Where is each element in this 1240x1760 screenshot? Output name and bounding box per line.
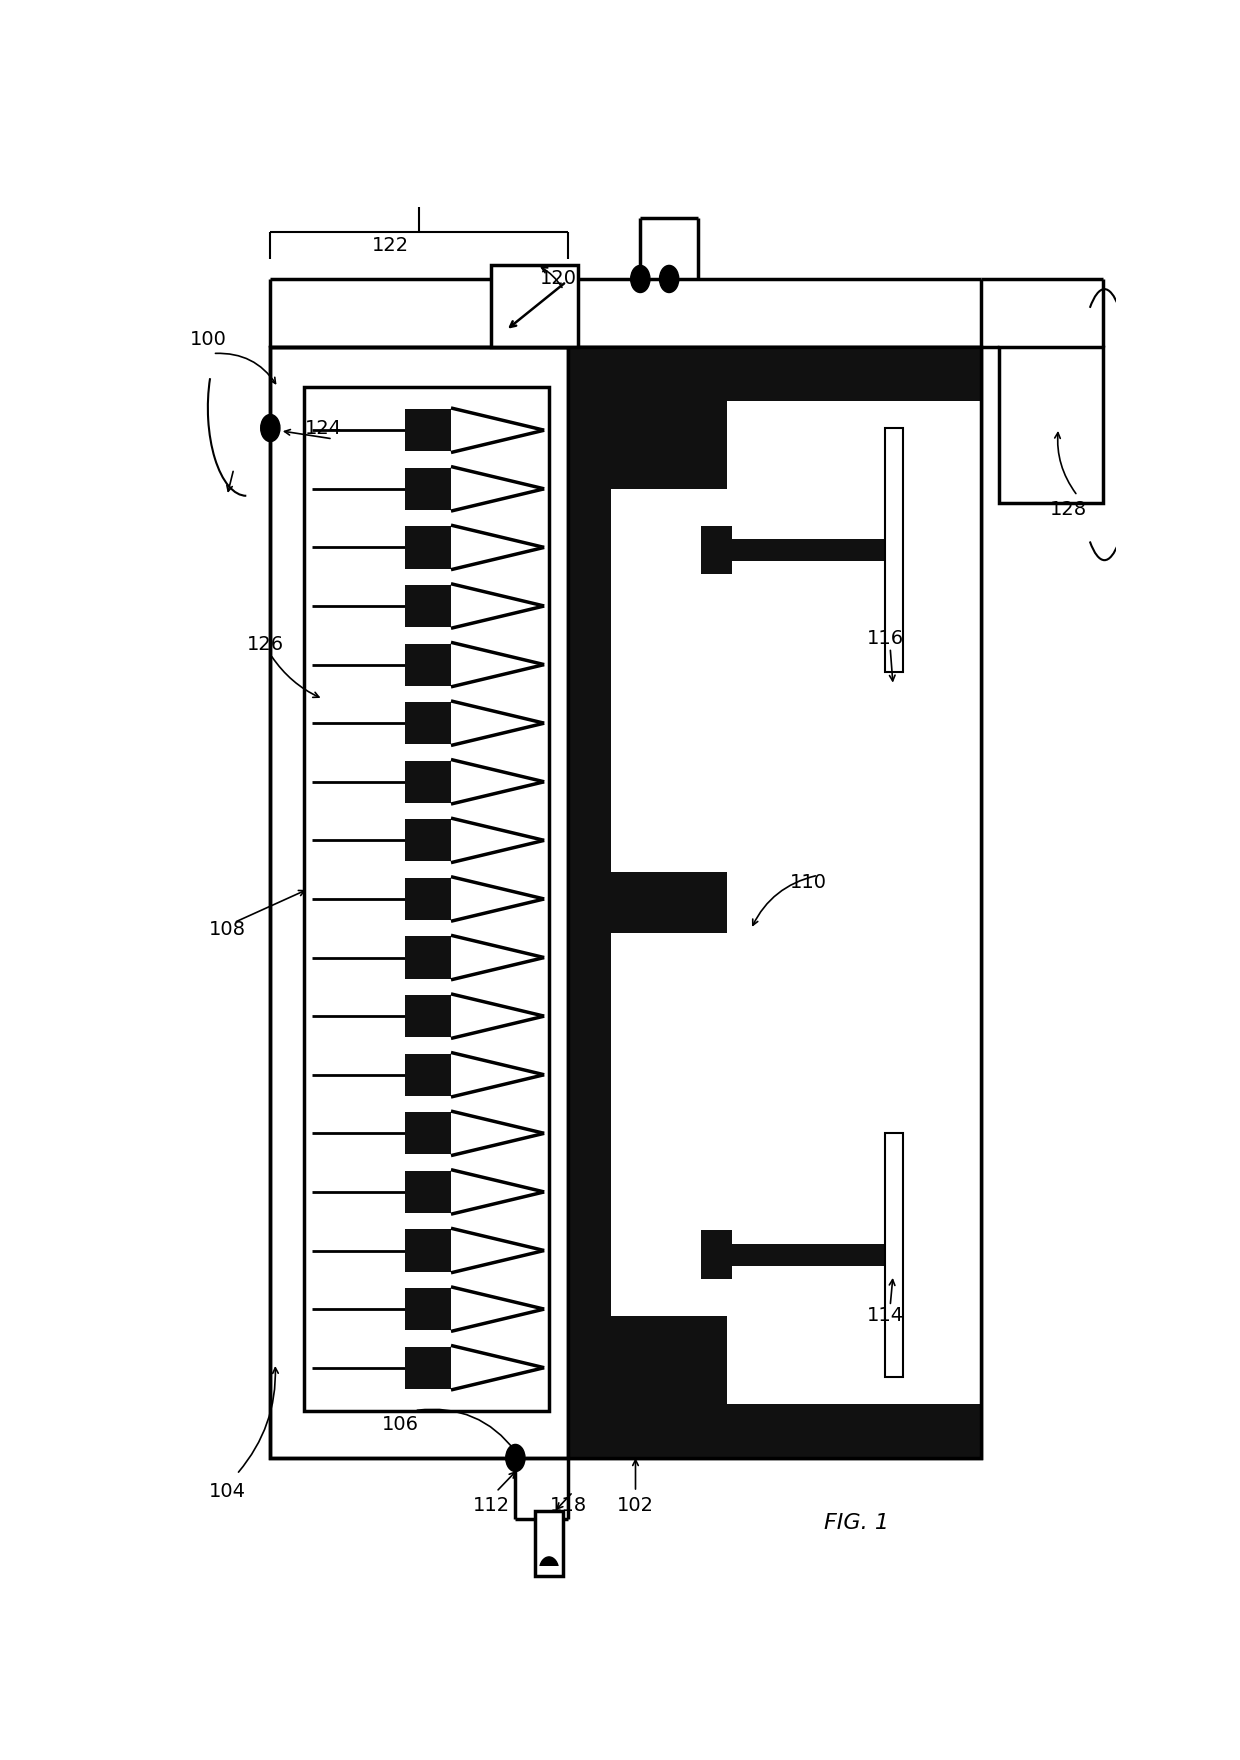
Bar [491,266,578,347]
Bar [701,526,732,574]
Text: 114: 114 [867,1306,904,1325]
Bar [270,347,982,1457]
Bar [404,1288,451,1331]
Bar [304,387,549,1410]
Text: 108: 108 [208,920,246,938]
Bar [640,933,703,1316]
Bar [611,1316,727,1404]
Bar [404,878,451,920]
Circle shape [660,266,678,292]
Bar [885,1133,903,1376]
Bar [568,347,982,401]
Circle shape [260,415,280,442]
Bar [404,408,451,451]
Bar [404,702,451,744]
Bar [404,994,451,1037]
Bar [404,1112,451,1155]
Bar [885,428,903,672]
Text: 100: 100 [190,331,226,350]
Text: 128: 128 [1049,500,1086,519]
Bar [701,539,885,561]
Text: 126: 126 [247,635,284,655]
Bar [640,401,703,1404]
Bar [640,489,703,871]
Bar [404,1054,451,1096]
Bar [404,644,451,686]
Bar [568,347,611,1457]
Text: 110: 110 [790,873,827,892]
Bar [404,584,451,627]
Bar [404,818,451,861]
Circle shape [631,266,650,292]
Bar [701,1230,732,1280]
Bar [404,468,451,510]
Circle shape [506,1445,525,1471]
Bar [404,1170,451,1213]
Bar [404,1230,451,1272]
Text: 124: 124 [305,419,342,438]
Bar [885,1133,903,1376]
Bar [404,760,451,803]
Bar [885,428,903,672]
Text: 118: 118 [549,1496,587,1515]
Text: FIG. 1: FIG. 1 [825,1512,889,1533]
Text: 106: 106 [382,1415,419,1434]
Bar [998,347,1102,503]
Bar [611,401,982,1404]
Text: 122: 122 [372,236,409,255]
Bar [701,1244,885,1265]
Bar [611,871,727,933]
Text: 116: 116 [867,628,904,648]
Circle shape [539,1558,558,1584]
Text: 102: 102 [618,1496,653,1515]
Text: 112: 112 [472,1496,510,1515]
Bar [404,936,451,979]
Bar [404,1346,451,1389]
Bar [611,401,727,489]
Bar [568,1404,982,1457]
Bar [404,526,451,568]
Bar [270,347,982,1457]
Bar [534,1510,563,1575]
Text: 120: 120 [541,269,577,289]
Text: 104: 104 [208,1482,246,1501]
